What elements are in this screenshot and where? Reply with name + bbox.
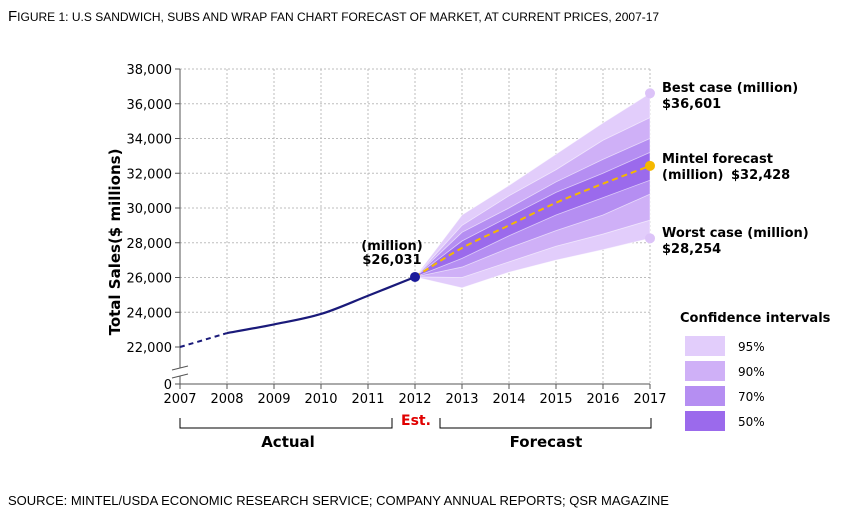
x-tick-label: 2015 xyxy=(539,392,572,407)
y-tick-label: 28,000 xyxy=(127,237,173,252)
legend: Confidence intervals 95% 90% 70% 50% xyxy=(680,311,831,431)
confidence-fan xyxy=(413,92,651,289)
mintel-label: Mintel forecast xyxy=(662,152,773,167)
x-tick-label: 2010 xyxy=(304,392,337,407)
worst-case-marker xyxy=(645,233,655,244)
axes xyxy=(171,68,651,389)
best-case-marker xyxy=(645,88,655,99)
legend-swatch-70pct xyxy=(685,386,725,406)
x-tick-label: 2017 xyxy=(633,392,666,407)
est-label: Est. xyxy=(401,413,431,429)
source-text: SOURCE: MINTEL/USDA ECONOMIC RESEARCH SE… xyxy=(8,493,669,508)
figure-title: FIGURE 1: U.S SANDWICH, SUBS AND WRAP FA… xyxy=(8,8,659,25)
y-tick-label: 22,000 xyxy=(127,341,173,356)
x-tick-label: 2009 xyxy=(257,392,290,407)
forecast-bracket xyxy=(439,418,652,429)
x-tick-label: 2012 xyxy=(398,392,431,407)
best-case-label: Best case (million) xyxy=(662,81,798,96)
current-marker xyxy=(410,271,420,282)
y-tick-label: 26,000 xyxy=(127,272,173,287)
y-tick-label: 34,000 xyxy=(127,133,173,148)
forecast-segment-label: Forecast xyxy=(510,433,583,451)
actual-line xyxy=(226,275,416,335)
y-tick-label: 24,000 xyxy=(127,306,173,321)
best-case-value: $36,601 xyxy=(662,97,721,112)
y-tick-label: 0 xyxy=(164,378,172,393)
mintel-value: $32,428 xyxy=(731,168,790,183)
current-value: $26,031 xyxy=(362,253,421,268)
y-tick-label: 38,000 xyxy=(127,63,173,78)
actual-segment-label: Actual xyxy=(261,433,315,451)
x-tick-label: 2014 xyxy=(492,392,525,407)
legend-swatch-95pct xyxy=(685,336,725,356)
legend-label-50pct: 50% xyxy=(738,415,765,429)
figure-title-rest: IGURE 1: U.S SANDWICH, SUBS AND WRAP FAN… xyxy=(17,10,660,24)
y-tick-label: 36,000 xyxy=(127,98,173,113)
legend-label-95pct: 95% xyxy=(738,340,765,354)
x-tick-label: 2008 xyxy=(210,392,243,407)
legend-swatch-50pct xyxy=(685,411,725,431)
y-axis-title: Total Sales($ millions) xyxy=(106,149,124,336)
actual-bracket xyxy=(179,418,393,429)
x-tick-label: 2011 xyxy=(351,392,384,407)
fan-chart: 0 22,000 24,000 26,000 28,000 30,000 32,000 34,… xyxy=(106,63,831,451)
legend-label-90pct: 90% xyxy=(738,365,765,379)
y-tick-label: 30,000 xyxy=(127,202,173,217)
legend-title: Confidence intervals xyxy=(680,311,831,326)
source-note: SOURCE: MINTEL/USDA ECONOMIC RESEARCH SE… xyxy=(8,492,669,509)
series-lines xyxy=(179,88,655,348)
legend-label-70pct: 70% xyxy=(738,390,765,404)
x-tick-label: 2013 xyxy=(445,392,478,407)
x-tick-label: 2007 xyxy=(163,392,196,407)
axis-labels: 0 22,000 24,000 26,000 28,000 30,000 32,000 34,… xyxy=(106,63,667,407)
mintel-marker xyxy=(645,160,655,171)
figure-title-initial: F xyxy=(8,8,18,25)
current-label: (million) xyxy=(361,239,422,254)
x-tick-label: 2016 xyxy=(586,392,619,407)
mintel-label-2: (million) xyxy=(662,168,723,183)
actual-line-dashed xyxy=(179,332,228,348)
y-axis-break xyxy=(171,365,189,379)
legend-swatch-90pct xyxy=(685,361,725,381)
worst-case-value: $28,254 xyxy=(662,242,721,257)
worst-case-label: Worst case (million) xyxy=(662,226,809,241)
y-tick-label: 32,000 xyxy=(127,167,173,182)
forecast-line xyxy=(414,164,651,278)
